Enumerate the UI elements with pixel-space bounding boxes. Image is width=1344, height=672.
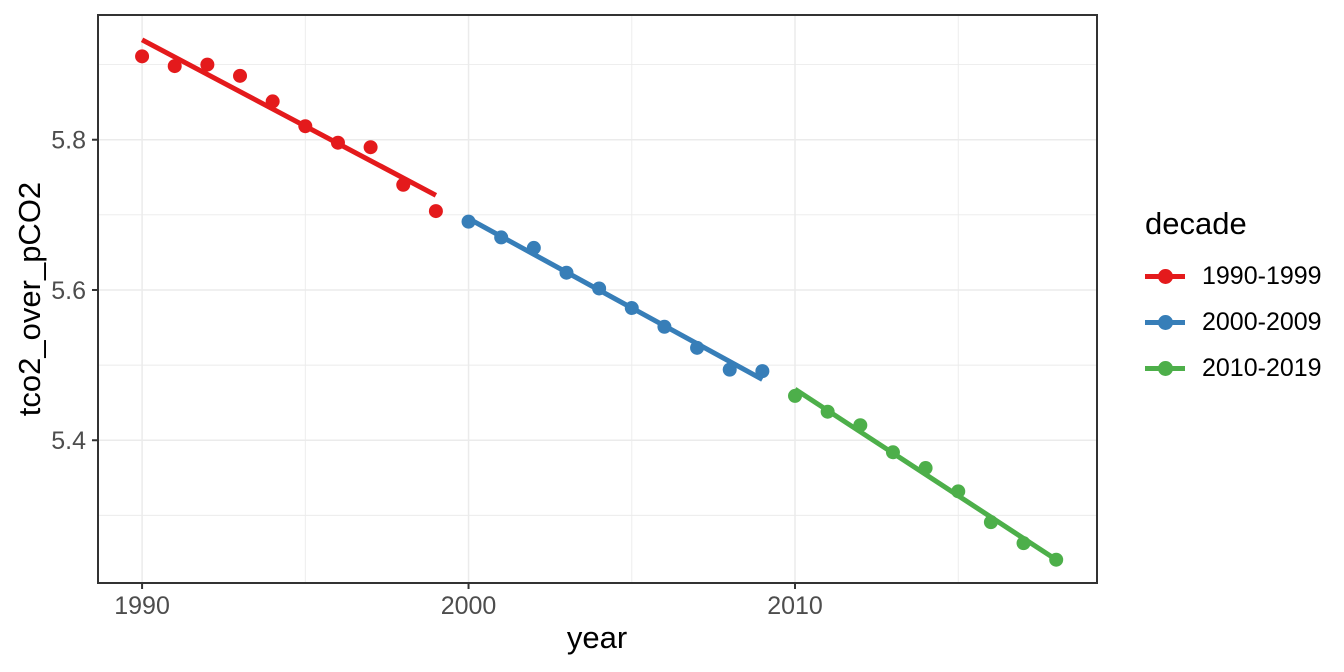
data-point-2000-2009 (722, 362, 737, 377)
data-point-1990-1999 (363, 140, 378, 155)
data-point-2000-2009 (526, 240, 541, 255)
legend-title: decade (1145, 206, 1247, 241)
x-tick-label: 1990 (114, 592, 170, 620)
x-axis-title: year (566, 620, 628, 655)
trend-line-2000-2009 (467, 216, 764, 382)
legend-items: 1990-1999 2000-2009 2010-2019 (1145, 253, 1322, 391)
data-point-1990-1999 (428, 204, 443, 219)
legend-item-2000-2009: 2000-2009 (1145, 299, 1322, 345)
y-tick-label: 5.8 (51, 127, 86, 155)
data-point-1990-1999 (233, 68, 248, 83)
data-point-2010-2019 (853, 418, 868, 433)
data-point-2010-2019 (820, 404, 835, 419)
legend-key-green-line-dot-icon (1145, 345, 1185, 391)
y-axis-title: tco2_over_pCO2 (12, 181, 47, 417)
data-point-2000-2009 (494, 230, 509, 245)
x-tick-label: 2000 (441, 592, 497, 620)
y-tick-label: 5.4 (51, 427, 86, 455)
data-point-2010-2019 (1049, 552, 1064, 567)
data-point-1990-1999 (135, 49, 150, 64)
data-point-1990-1999 (167, 59, 182, 74)
legend-label: 2000-2009 (1202, 307, 1322, 336)
data-point-2000-2009 (592, 281, 607, 296)
plot-panel (98, 15, 1097, 583)
legend-item-1990-1999: 1990-1999 (1145, 253, 1322, 299)
data-point-1990-1999 (200, 57, 215, 72)
data-point-2010-2019 (983, 515, 998, 530)
data-point-2000-2009 (657, 319, 672, 334)
legend-label: 2010-2019 (1202, 353, 1322, 382)
data-point-1990-1999 (298, 119, 313, 134)
legend-key-red-line-dot-icon (1145, 253, 1185, 299)
data-point-2010-2019 (951, 484, 966, 499)
data-point-2000-2009 (624, 301, 639, 316)
data-point-1990-1999 (265, 94, 280, 109)
legend-key-blue-line-dot-icon (1145, 299, 1185, 345)
legend-label: 1990-1999 (1202, 261, 1322, 290)
data-point-2010-2019 (918, 461, 933, 476)
data-point-1990-1999 (330, 135, 345, 150)
data-point-2000-2009 (755, 364, 770, 379)
y-tick-label: 5.6 (51, 277, 86, 305)
panel-border (97, 14, 1098, 584)
x-tick-label: 2010 (767, 592, 823, 620)
data-point-2000-2009 (461, 214, 476, 229)
data-point-2010-2019 (788, 388, 803, 403)
data-point-2010-2019 (885, 445, 900, 460)
data-point-1990-1999 (396, 177, 411, 192)
data-point-2000-2009 (559, 265, 574, 280)
data-point-2000-2009 (690, 340, 705, 355)
legend-item-2010-2019: 2010-2019 (1145, 345, 1322, 391)
trend-line-1990-1999 (140, 37, 438, 198)
data-point-2010-2019 (1016, 536, 1031, 551)
legend: decade 1990-1999 2000-2009 2010-2019 (1145, 206, 1322, 391)
